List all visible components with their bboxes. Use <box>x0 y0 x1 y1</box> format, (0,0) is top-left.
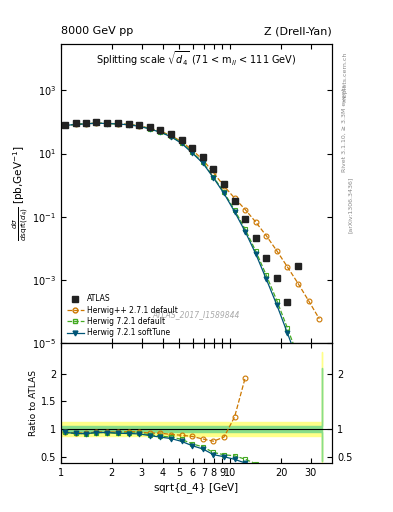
Legend: ATLAS, Herwig++ 2.7.1 default, Herwig 7.2.1 default, Herwig 7.2.1 softTune: ATLAS, Herwig++ 2.7.1 default, Herwig 7.… <box>65 292 180 339</box>
Text: Z (Drell-Yan): Z (Drell-Yan) <box>264 26 332 36</box>
X-axis label: $\mathrm{sqrt\{d\_4\}}$ [GeV]: $\mathrm{sqrt\{d\_4\}}$ [GeV] <box>154 481 239 496</box>
Text: mcplots.cern.ch: mcplots.cern.ch <box>342 52 347 102</box>
Y-axis label: $\frac{d\sigma}{d\mathrm{sqrt}(d_4)}$ [pb,GeV$^{-1}$]: $\frac{d\sigma}{d\mathrm{sqrt}(d_4)}$ [p… <box>11 146 31 241</box>
Text: Rivet 3.1.10, ≥ 3.3M events: Rivet 3.1.10, ≥ 3.3M events <box>342 84 347 172</box>
Text: 8000 GeV pp: 8000 GeV pp <box>61 26 133 36</box>
Y-axis label: Ratio to ATLAS: Ratio to ATLAS <box>29 370 38 436</box>
Text: Splitting scale $\sqrt{d_4}$ (71 < m$_{ll}$ < 111 GeV): Splitting scale $\sqrt{d_4}$ (71 < m$_{l… <box>96 50 297 68</box>
Text: [arXiv:1306.3436]: [arXiv:1306.3436] <box>348 177 353 233</box>
Text: ATLAS_2017_I1589844: ATLAS_2017_I1589844 <box>153 310 240 319</box>
